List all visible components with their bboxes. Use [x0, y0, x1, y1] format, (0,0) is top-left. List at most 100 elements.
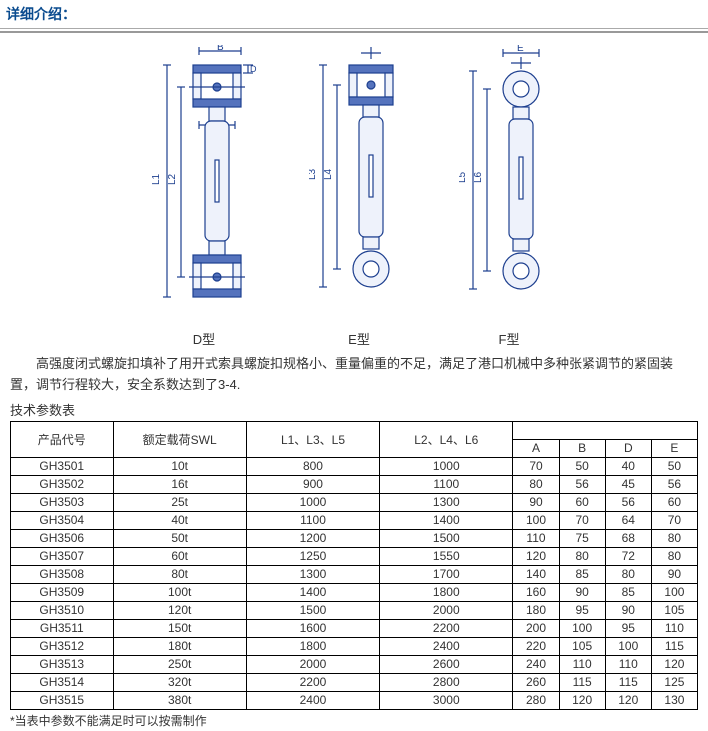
cell-code: GH3506 [11, 529, 114, 547]
svg-text:E: E [517, 45, 524, 54]
cell-d: 90 [605, 601, 651, 619]
cell-d: 68 [605, 529, 651, 547]
cell-swl: 100t [113, 583, 246, 601]
cell-e: 125 [651, 673, 697, 691]
cell-b: 115 [559, 673, 605, 691]
cell-l246: 1000 [380, 457, 513, 475]
table-row: GH3511150t1600220020010095110 [11, 619, 698, 637]
cell-e: 120 [651, 655, 697, 673]
cell-code: GH3515 [11, 691, 114, 709]
svg-text:B: B [217, 45, 224, 53]
cell-b: 85 [559, 565, 605, 583]
cell-b: 100 [559, 619, 605, 637]
diagram-d-svg: B D A [149, 45, 259, 325]
cell-d: 40 [605, 457, 651, 475]
cell-l246: 1100 [380, 475, 513, 493]
svg-text:D: D [250, 64, 257, 74]
cell-l135: 1500 [246, 601, 379, 619]
cell-e: 90 [651, 565, 697, 583]
diagram-f-svg: E L5 L6 [459, 45, 559, 325]
cell-code: GH3511 [11, 619, 114, 637]
table-row: GH3509100t140018001609085100 [11, 583, 698, 601]
th-code: 产品代号 [11, 421, 114, 457]
cell-code: GH3513 [11, 655, 114, 673]
cell-l246: 1550 [380, 547, 513, 565]
cell-l246: 2000 [380, 601, 513, 619]
cell-l246: 1800 [380, 583, 513, 601]
diagram-f-caption: F型 [459, 329, 559, 348]
cell-e: 56 [651, 475, 697, 493]
cell-swl: 50t [113, 529, 246, 547]
cell-swl: 150t [113, 619, 246, 637]
th-abde-group [513, 421, 698, 439]
cell-a: 110 [513, 529, 559, 547]
cell-e: 100 [651, 583, 697, 601]
cell-code: GH3507 [11, 547, 114, 565]
cell-l135: 1300 [246, 565, 379, 583]
cell-swl: 16t [113, 475, 246, 493]
cell-d: 120 [605, 691, 651, 709]
cell-e: 70 [651, 511, 697, 529]
cell-l246: 1400 [380, 511, 513, 529]
cell-b: 90 [559, 583, 605, 601]
cell-code: GH3504 [11, 511, 114, 529]
cell-swl: 25t [113, 493, 246, 511]
cell-d: 64 [605, 511, 651, 529]
table-row: GH3513250t20002600240110110120 [11, 655, 698, 673]
params-table-label: 技术参数表 [0, 398, 708, 421]
cell-d: 80 [605, 565, 651, 583]
description-text: 高强度闭式螺旋扣填补了用开式索具螺旋扣规格小、重量偏重的不足，满足了港口机械中多… [0, 352, 708, 398]
table-row: GH3510120t150020001809590105 [11, 601, 698, 619]
cell-l135: 2200 [246, 673, 379, 691]
cell-b: 56 [559, 475, 605, 493]
cell-l246: 2800 [380, 673, 513, 691]
cell-b: 120 [559, 691, 605, 709]
table-row: GH350110t800100070504050 [11, 457, 698, 475]
cell-swl: 250t [113, 655, 246, 673]
cell-a: 70 [513, 457, 559, 475]
th-e: E [651, 439, 697, 457]
th-swl: 额定载荷SWL [113, 421, 246, 457]
cell-l135: 800 [246, 457, 379, 475]
svg-text:L4: L4 [323, 168, 334, 180]
th-l246: L2、L4、L6 [380, 421, 513, 457]
table-row: GH3515380t24003000280120120130 [11, 691, 698, 709]
cell-a: 120 [513, 547, 559, 565]
cell-l246: 1300 [380, 493, 513, 511]
cell-l135: 2400 [246, 691, 379, 709]
cell-swl: 40t [113, 511, 246, 529]
diagram-f: E L5 L6 F型 [459, 45, 559, 348]
th-a: A [513, 439, 559, 457]
section-title: 详细介绍： [0, 0, 708, 29]
cell-a: 90 [513, 493, 559, 511]
cell-a: 200 [513, 619, 559, 637]
cell-b: 110 [559, 655, 605, 673]
cell-a: 260 [513, 673, 559, 691]
cell-l246: 1700 [380, 565, 513, 583]
cell-b: 70 [559, 511, 605, 529]
footnote: *当表中参数不能满足时可以按需制作 [0, 710, 708, 731]
diagram-d-caption: D型 [149, 329, 259, 348]
table-row: GH350650t12001500110756880 [11, 529, 698, 547]
cell-e: 105 [651, 601, 697, 619]
cell-d: 110 [605, 655, 651, 673]
spec-table: 产品代号 额定载荷SWL L1、L3、L5 L2、L4、L6 A B D E G… [10, 421, 698, 710]
diagrams-row: B D A [0, 39, 708, 352]
cell-d: 100 [605, 637, 651, 655]
cell-l246: 1500 [380, 529, 513, 547]
cell-e: 60 [651, 493, 697, 511]
cell-b: 60 [559, 493, 605, 511]
cell-b: 95 [559, 601, 605, 619]
cell-l135: 1200 [246, 529, 379, 547]
cell-b: 50 [559, 457, 605, 475]
cell-l246: 2400 [380, 637, 513, 655]
cell-code: GH3508 [11, 565, 114, 583]
cell-l135: 2000 [246, 655, 379, 673]
cell-l135: 1800 [246, 637, 379, 655]
cell-a: 220 [513, 637, 559, 655]
diagram-e: L3 L4 E型 [309, 45, 409, 348]
cell-code: GH3512 [11, 637, 114, 655]
cell-swl: 10t [113, 457, 246, 475]
cell-a: 80 [513, 475, 559, 493]
th-l135: L1、L3、L5 [246, 421, 379, 457]
